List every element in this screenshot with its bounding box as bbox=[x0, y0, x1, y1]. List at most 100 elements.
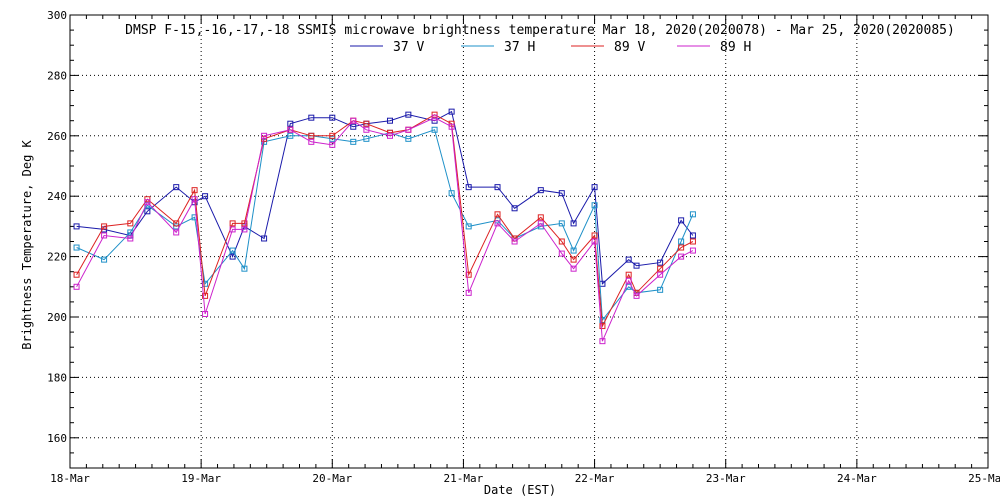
data-point-marker bbox=[678, 244, 685, 251]
data-point-marker bbox=[537, 220, 544, 227]
data-point-marker bbox=[73, 271, 80, 278]
data-point-marker bbox=[191, 196, 198, 203]
series-line bbox=[76, 110, 694, 285]
x-tick-label: 25-Mar bbox=[968, 472, 1000, 485]
data-point-marker bbox=[73, 244, 80, 251]
data-point-marker bbox=[173, 184, 180, 191]
data-point-marker bbox=[689, 232, 696, 239]
data-point-marker bbox=[657, 271, 664, 278]
data-point-marker bbox=[363, 126, 370, 133]
data-point-marker bbox=[448, 123, 455, 130]
data-point-marker bbox=[202, 310, 209, 317]
y-tick-label: 300 bbox=[47, 9, 67, 22]
data-point-marker bbox=[570, 265, 577, 272]
x-tick-label: 20-Mar bbox=[312, 472, 352, 485]
data-point-marker bbox=[570, 220, 577, 227]
data-point-marker bbox=[689, 247, 696, 254]
y-tick-label: 220 bbox=[47, 251, 67, 264]
data-point-marker bbox=[558, 190, 565, 197]
data-point-marker bbox=[127, 235, 134, 242]
data-point-marker bbox=[241, 265, 248, 272]
data-point-marker bbox=[465, 289, 472, 296]
data-point-marker bbox=[202, 193, 209, 200]
data-point-marker bbox=[599, 338, 606, 345]
data-point-marker bbox=[405, 126, 412, 133]
data-point-marker bbox=[591, 202, 598, 209]
y-tick-label: 260 bbox=[47, 130, 67, 143]
data-point-marker bbox=[241, 226, 248, 233]
data-point-marker bbox=[363, 120, 370, 127]
data-point-marker bbox=[308, 114, 315, 121]
data-point-marker bbox=[386, 132, 393, 139]
data-point-marker bbox=[657, 265, 664, 272]
data-point-marker bbox=[465, 271, 472, 278]
data-point-marker bbox=[127, 220, 134, 227]
y-tick-label: 180 bbox=[47, 371, 67, 384]
data-point-marker bbox=[241, 220, 248, 227]
data-point-marker bbox=[465, 223, 472, 230]
data-point-marker bbox=[405, 135, 412, 142]
data-point-marker bbox=[431, 114, 438, 121]
data-point-marker bbox=[350, 123, 357, 130]
data-point-marker bbox=[329, 135, 336, 142]
data-point-marker bbox=[537, 214, 544, 221]
data-point-marker bbox=[657, 286, 664, 293]
data-point-marker bbox=[144, 208, 151, 215]
data-point-marker bbox=[386, 117, 393, 124]
data-point-marker bbox=[431, 111, 438, 118]
data-point-marker bbox=[558, 220, 565, 227]
data-point-marker bbox=[625, 271, 632, 278]
data-point-marker bbox=[678, 217, 685, 224]
x-axis-label: Date (EST) bbox=[484, 483, 556, 497]
data-point-marker bbox=[405, 111, 412, 118]
data-point-marker bbox=[363, 135, 370, 142]
x-tick-label: 21-Mar bbox=[444, 472, 484, 485]
data-point-marker bbox=[229, 247, 236, 254]
data-point-marker bbox=[101, 232, 108, 239]
data-point-marker bbox=[591, 184, 598, 191]
data-point-marker bbox=[73, 283, 80, 290]
data-point-marker bbox=[431, 126, 438, 133]
data-point-marker bbox=[101, 223, 108, 230]
data-point-marker bbox=[689, 211, 696, 218]
data-point-marker bbox=[465, 184, 472, 191]
chart-title: DMSP F-15,-16,-17,-18 SSMIS microwave br… bbox=[125, 23, 955, 38]
data-point-marker bbox=[287, 132, 294, 139]
data-point-marker bbox=[591, 238, 598, 245]
data-point-marker bbox=[191, 187, 198, 194]
data-point-marker bbox=[329, 141, 336, 148]
series-line bbox=[76, 117, 694, 342]
data-point-marker bbox=[101, 256, 108, 263]
legend-label: 89 H bbox=[720, 40, 751, 55]
data-point-marker bbox=[678, 238, 685, 245]
data-point-marker bbox=[678, 253, 685, 260]
data-point-marker bbox=[633, 262, 640, 269]
data-point-marker bbox=[633, 292, 640, 299]
data-point-marker bbox=[308, 132, 315, 139]
y-tick-label: 240 bbox=[47, 190, 67, 203]
data-point-marker bbox=[73, 223, 80, 230]
data-point-marker bbox=[350, 138, 357, 145]
data-point-marker bbox=[494, 211, 501, 218]
data-point-marker bbox=[494, 220, 501, 227]
data-point-marker bbox=[329, 132, 336, 139]
x-tick-label: 24-Mar bbox=[837, 472, 877, 485]
y-tick-label: 280 bbox=[47, 69, 67, 82]
x-tick-label: 19-Mar bbox=[181, 472, 221, 485]
legend-label: 37 V bbox=[393, 40, 424, 55]
data-point-marker bbox=[657, 259, 664, 266]
x-tick-label: 22-Mar bbox=[575, 472, 615, 485]
data-point-marker bbox=[229, 220, 236, 227]
data-point-marker bbox=[144, 199, 151, 206]
data-point-marker bbox=[511, 205, 518, 212]
x-tick-label: 18-Mar bbox=[50, 472, 90, 485]
series-line bbox=[76, 114, 694, 328]
data-point-marker bbox=[511, 238, 518, 245]
legend-label: 37 H bbox=[504, 40, 535, 55]
data-point-marker bbox=[448, 108, 455, 115]
legend-label: 89 V bbox=[614, 40, 645, 55]
data-point-marker bbox=[287, 126, 294, 133]
y-tick-label: 160 bbox=[47, 432, 67, 445]
data-point-marker bbox=[308, 138, 315, 145]
